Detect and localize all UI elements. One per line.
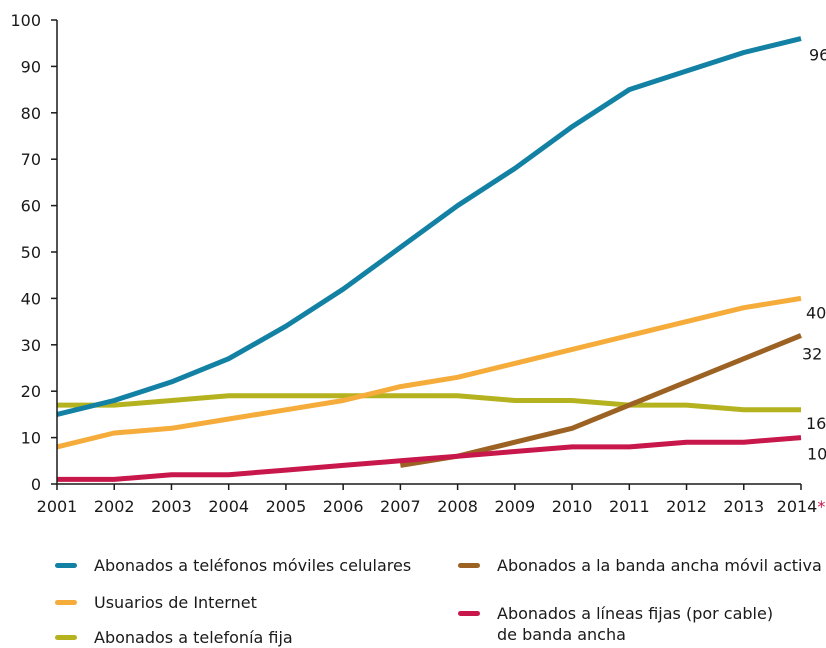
y-tick-label: 0 xyxy=(31,475,41,494)
series-line-1 xyxy=(56,295,802,450)
x-tick-label: 2007 xyxy=(380,497,421,516)
end-label: 16 xyxy=(806,414,826,433)
x-axis-ticks: 2001 2002 2003 2004 2005 2006 2007 2008 2009 2010… xyxy=(37,484,826,516)
x-tick-label: 2013 xyxy=(723,497,764,516)
y-tick-label: 100 xyxy=(10,11,41,30)
x-tick-label: 2003 xyxy=(151,497,192,516)
end-label: 10 xyxy=(807,445,826,464)
legend-swatch xyxy=(55,600,77,605)
y-tick-label: 60 xyxy=(21,197,41,216)
legend-item-mobile-broadband: Abonados a la banda ancha móvil activa xyxy=(458,555,822,576)
y-tick-label: 30 xyxy=(21,336,41,355)
legend-item-internet: Usuarios de Internet xyxy=(55,592,257,613)
legend-swatch xyxy=(55,635,77,640)
y-tick-label: 50 xyxy=(21,243,41,262)
series-line-4 xyxy=(57,435,802,482)
y-tick-label: 90 xyxy=(21,57,41,76)
x-tick-asterisk: * xyxy=(817,497,825,516)
x-tick-label: 2011 xyxy=(609,497,650,516)
end-labels: 96 40 16 32 10 xyxy=(802,46,826,464)
legend-label: Abonados a la banda ancha móvil activa xyxy=(497,556,822,575)
y-tick-label: 40 xyxy=(21,289,41,308)
legend-swatch xyxy=(458,563,480,568)
legend-label: Usuarios de Internet xyxy=(94,593,257,612)
y-tick-label: 20 xyxy=(21,382,41,401)
end-label: 96 xyxy=(809,46,826,65)
x-tick-label: 2014* xyxy=(777,497,826,516)
y-tick-label: 80 xyxy=(21,104,41,123)
y-axis-ticks: 0 10 20 30 40 50 60 70 80 90 100 xyxy=(10,11,57,494)
y-tick-label: 10 xyxy=(21,429,41,448)
series-line-2 xyxy=(57,393,801,413)
end-label: 32 xyxy=(802,345,822,364)
legend-item-fixed-broadband: Abonados a líneas fijas (por cable) de b… xyxy=(458,603,773,645)
x-tick-label: 2009 xyxy=(494,497,535,516)
x-tick-label: 2004 xyxy=(208,497,249,516)
legend-label: Abonados a líneas fijas (por cable) de b… xyxy=(497,604,774,644)
x-tick-label: 2001 xyxy=(37,497,78,516)
y-tick-label: 70 xyxy=(21,150,41,169)
legend-swatch xyxy=(458,611,480,616)
x-tick-label: 2010 xyxy=(552,497,593,516)
legend-item-mobile: Abonados a teléfonos móviles celulares xyxy=(55,555,411,576)
x-tick-label: 2008 xyxy=(437,497,478,516)
x-tick-label: 2002 xyxy=(94,497,135,516)
legend-item-fixed-phone: Abonados a telefonía fija xyxy=(55,627,293,648)
legend-label: Abonados a teléfonos móviles celulares xyxy=(94,556,412,575)
x-tick-label: 2005 xyxy=(266,497,307,516)
legend-label: Abonados a telefonía fija xyxy=(94,628,293,647)
series-lines xyxy=(56,36,802,482)
end-label: 40 xyxy=(806,303,826,322)
x-tick-label: 2012 xyxy=(666,497,707,516)
x-tick-label: 2006 xyxy=(323,497,364,516)
series-line-0 xyxy=(56,36,802,417)
legend-swatch xyxy=(55,563,77,568)
